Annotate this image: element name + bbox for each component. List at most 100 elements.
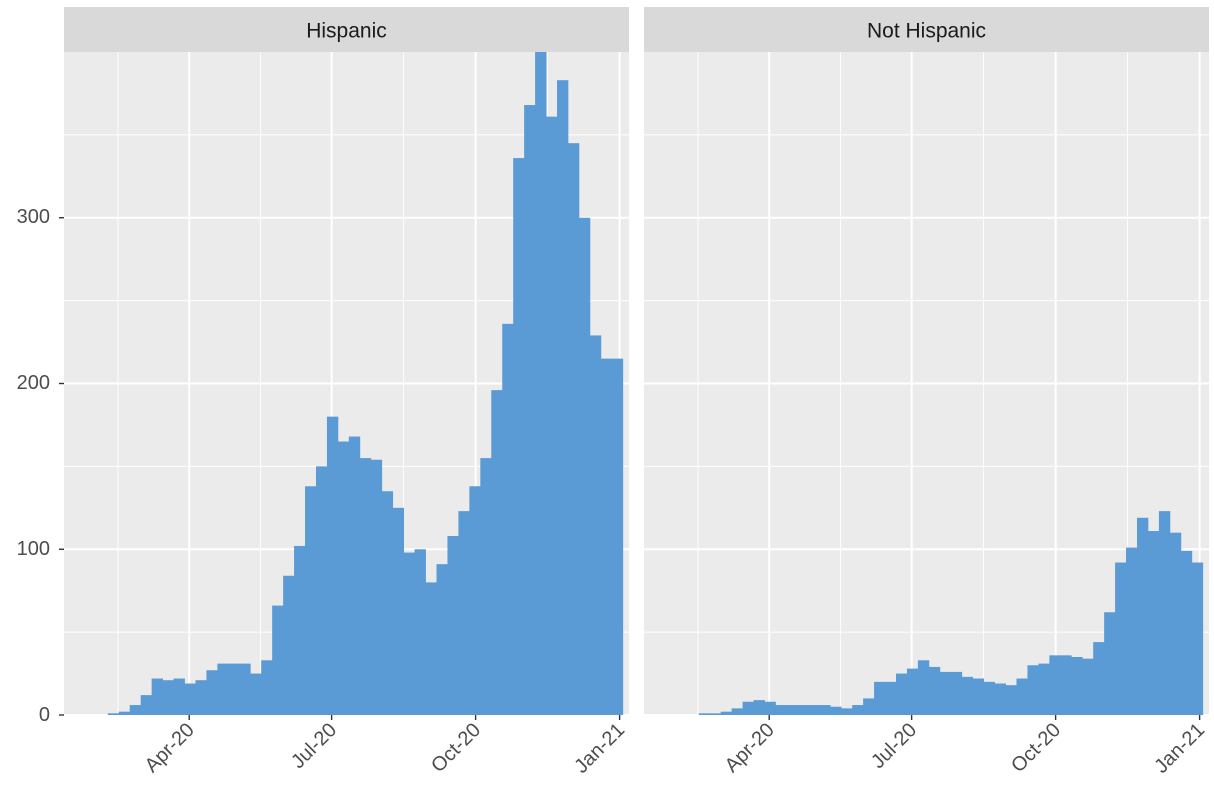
- histogram-bar: [961, 676, 974, 715]
- histogram-bar: [720, 711, 733, 715]
- histogram-bar: [874, 681, 886, 715]
- histogram-bar: [337, 441, 350, 715]
- histogram-bar: [1169, 532, 1182, 715]
- histogram-bar: [469, 486, 481, 715]
- histogram-bar: [1147, 531, 1160, 715]
- histogram-bar: [502, 323, 514, 715]
- histogram-bar: [480, 458, 492, 715]
- x-tick-label: Jan-21: [1150, 719, 1209, 778]
- histogram-bar: [895, 673, 908, 715]
- histogram-bar: [392, 507, 405, 715]
- histogram-bar: [698, 713, 711, 715]
- y-tick-label: 300: [17, 206, 50, 228]
- histogram-bar: [578, 217, 591, 715]
- histogram-bar: [567, 143, 580, 716]
- histogram-bar: [917, 660, 930, 715]
- histogram-bar: [1180, 550, 1193, 715]
- histogram-bar: [370, 459, 383, 715]
- histogram-bar: [513, 158, 525, 715]
- histogram-bar: [535, 52, 547, 715]
- histogram-bar: [731, 708, 744, 715]
- histogram-bar: [852, 705, 864, 715]
- histogram-bar: [786, 705, 798, 715]
- histogram-bar: [1158, 511, 1171, 715]
- histogram-bar: [447, 535, 459, 715]
- histogram-bar: [557, 80, 569, 716]
- histogram-bar: [600, 358, 613, 715]
- histogram-bar: [173, 678, 185, 715]
- histogram-bar: [140, 695, 153, 715]
- histogram-bar: [239, 663, 251, 715]
- histogram-bar: [348, 436, 361, 715]
- histogram-bar: [315, 466, 328, 715]
- histogram-bar: [1071, 656, 1083, 715]
- x-tick-label: Apr-20: [141, 719, 199, 777]
- x-tick-label: Oct-20: [1007, 719, 1065, 777]
- x-tick-label: Apr-20: [721, 719, 779, 777]
- histogram-bar: [972, 678, 985, 715]
- histogram-bar: [381, 491, 394, 715]
- histogram-bar: [863, 698, 875, 715]
- histogram-bar: [403, 552, 415, 715]
- histogram-bar: [841, 708, 853, 715]
- x-axis: Apr-20 Jul-20 Oct-20 Jan-21: [721, 715, 1209, 778]
- histogram-bar: [250, 673, 262, 715]
- histogram-bar: [1126, 547, 1138, 715]
- x-tick-label: Oct-20: [427, 719, 485, 777]
- histogram-bar: [819, 705, 831, 715]
- histogram-bar: [206, 670, 218, 715]
- histogram-bar: [1115, 562, 1127, 715]
- histogram-bar: [830, 706, 842, 715]
- histogram-bar: [151, 678, 164, 715]
- histogram-bar: [1005, 685, 1017, 715]
- histogram-bar: [458, 511, 470, 715]
- histogram-bar: [939, 671, 952, 715]
- histogram-bar: [414, 549, 426, 715]
- histogram-bar: [906, 668, 919, 715]
- histogram-bar: [928, 666, 941, 715]
- histogram-bar: [1060, 655, 1072, 715]
- histogram-bar: [118, 711, 131, 715]
- y-tick-label: 100: [17, 538, 50, 560]
- panel-strip-title: Hispanic: [306, 20, 387, 43]
- y-axis: 0 100 200 300: [17, 206, 64, 726]
- panel-strip: [64, 7, 629, 52]
- histogram-bar: [184, 683, 196, 715]
- histogram-bar: [195, 680, 207, 715]
- histogram-bar: [709, 713, 722, 715]
- histogram-bar: [425, 582, 437, 715]
- histogram-bar: [885, 681, 897, 715]
- histogram-bar: [228, 663, 240, 715]
- histogram-bar: [294, 545, 306, 715]
- histogram-bar: [326, 416, 339, 715]
- histogram-bar: [524, 105, 536, 716]
- histogram-bar: [1027, 665, 1039, 715]
- panel-hispanic: Hispanic Apr-20 Jul-20 Oct-20 Jan-21: [64, 7, 629, 778]
- histogram-bar: [1137, 517, 1149, 715]
- histogram-bar: [589, 335, 602, 715]
- histogram-bar: [129, 705, 142, 715]
- x-tick-label: Jul-20: [867, 719, 921, 773]
- histogram-bar: [261, 660, 273, 715]
- y-tick-label: 0: [39, 704, 50, 726]
- histogram-bar: [283, 575, 295, 715]
- histogram-bar: [1093, 642, 1105, 715]
- histogram-bar: [950, 671, 963, 715]
- histogram-bar: [983, 681, 995, 715]
- histogram-bar: [764, 701, 776, 715]
- panel-strip-title: Not Hispanic: [867, 20, 986, 43]
- histogram-bar: [611, 358, 624, 715]
- x-tick-label: Jul-20: [287, 719, 341, 773]
- histogram-bar: [1038, 663, 1050, 715]
- histogram-bar: [359, 458, 372, 715]
- histogram-bar: [753, 700, 765, 715]
- histogram-bar: [1104, 612, 1116, 715]
- histogram-bar: [742, 701, 754, 715]
- x-axis: Apr-20 Jul-20 Oct-20 Jan-21: [141, 715, 629, 778]
- histogram-bar: [217, 663, 229, 715]
- panel-bars: [107, 52, 624, 716]
- histogram-bar: [808, 705, 820, 715]
- panel-not-hispanic: Not Hispanic Apr-20 Jul-20 Oct-20 Jan-21: [644, 7, 1209, 778]
- histogram-bar: [107, 713, 120, 715]
